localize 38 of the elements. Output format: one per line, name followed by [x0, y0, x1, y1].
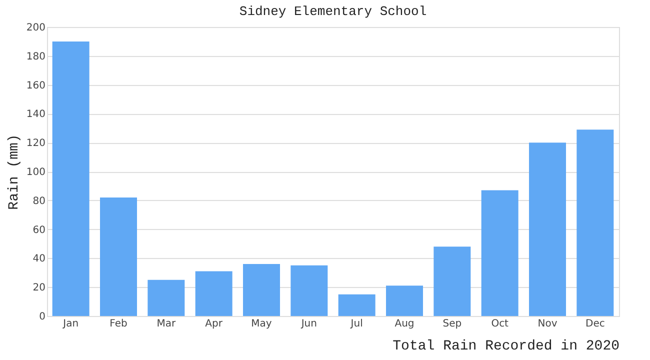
x-tick-label: Jun	[300, 318, 317, 330]
y-tick-label: 160	[26, 80, 46, 92]
x-tick-label: Feb	[110, 318, 128, 330]
bar	[243, 264, 280, 316]
y-tick-label: 40	[32, 254, 46, 265]
x-tick-label: Aug	[394, 318, 414, 330]
x-tick-label: May	[251, 318, 272, 330]
bar	[100, 198, 137, 316]
y-tick-label: 60	[32, 224, 46, 236]
x-tick-label: Apr	[205, 318, 224, 330]
bar	[576, 130, 614, 316]
x-tick-label: Jul	[350, 318, 363, 330]
y-tick-label: 140	[26, 109, 46, 120]
x-axis-title: Total Rain Recorded in 2020	[392, 338, 620, 354]
chart-title: Sidney Elementary School	[239, 4, 427, 19]
x-tick-label: Nov	[538, 318, 558, 330]
y-tick-label: 200	[26, 22, 46, 34]
bar	[290, 265, 328, 316]
x-tick-label: Sep	[442, 318, 462, 330]
y-tick-label: 80	[32, 196, 46, 207]
x-tick-label: Mar	[156, 318, 176, 330]
y-tick-label: 0	[39, 312, 46, 322]
y-tick-label: 120	[26, 138, 46, 150]
bar	[481, 190, 518, 316]
bar	[148, 280, 185, 316]
x-tick-label: Oct	[491, 318, 509, 330]
bar	[338, 294, 376, 316]
y-tick-label: 20	[32, 282, 46, 294]
bar	[52, 41, 90, 316]
y-axis-title: Rain (mm)	[6, 134, 22, 210]
x-tick-label: Dec	[585, 318, 605, 330]
bar	[529, 142, 566, 316]
x-tick-label: Jan	[62, 318, 79, 330]
bar	[195, 271, 232, 316]
y-tick-label: 100	[26, 167, 46, 178]
bar	[434, 246, 471, 316]
y-tick-label: 180	[26, 51, 46, 62]
bar	[386, 286, 423, 316]
